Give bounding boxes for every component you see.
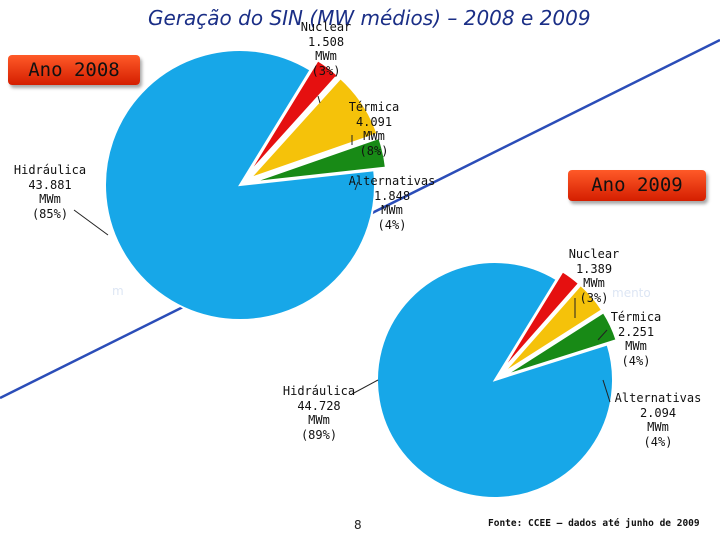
pie-ano-2009-slice-nuclear: [500, 269, 581, 373]
source-note: Fonte: CCEE – dados até junho de 2009: [488, 518, 700, 529]
label-2008-hidraulica: Hidráulica 43.881 MWm (85%): [12, 163, 88, 221]
page-number: 8: [354, 518, 362, 532]
label-2009-termica: Térmica 2.251 MWm (4%): [598, 310, 674, 368]
label-2009-nuclear-percent: (3%): [579, 290, 609, 305]
year-badge-2008: Ano 2008: [8, 55, 140, 85]
pie-ano-2008-slice-nuclear: [246, 58, 340, 177]
year-badge-2009: Ano 2009: [568, 170, 706, 201]
label-2008-alternativas: Alternativas 1.848 MWm (4%): [342, 174, 442, 232]
label-2008-alternativas-name: Alternativas: [348, 174, 436, 188]
label-2009-hidraulica-name: Hidráulica: [282, 384, 356, 398]
leader-line-1-termica: [597, 329, 608, 341]
label-2009-termica-unit: MWm: [625, 339, 647, 353]
label-2008-termica: Térmica 4.091 MWm (8%): [338, 100, 410, 158]
pie-ano-2008-slice-hidraulica: [104, 49, 376, 321]
label-2009-alternativas: Alternativas 2.094 MWm (4%): [608, 391, 708, 449]
label-2009-termica-percent: (4%): [621, 353, 651, 368]
faded-background-text-left: m: [112, 284, 124, 298]
label-2008-hidraulica-name: Hidráulica: [13, 163, 87, 177]
label-2009-termica-name: Térmica: [610, 310, 662, 324]
label-2009-alternativas-percent: (4%): [643, 434, 673, 449]
pie-ano-2009-slice-hidraulica: [376, 261, 614, 499]
label-2009-nuclear: Nuclear 1.389 MWm (3%): [558, 247, 630, 305]
label-2008-nuclear-percent: (3%): [311, 63, 341, 78]
faded-background-text-right: mento: [612, 286, 651, 300]
label-2009-nuclear-value: 1.389: [575, 261, 613, 276]
label-2008-termica-value: 4.091: [355, 114, 393, 129]
label-2008-termica-unit: MWm: [363, 129, 385, 143]
pie-ano-2009-slice-alternativas: [503, 310, 618, 377]
label-2008-termica-name: Térmica: [348, 100, 400, 114]
chart-title: Geração do SIN (MW médios) – 2008 e 2009: [148, 6, 591, 30]
label-2008-hidraulica-unit: MWm: [39, 192, 61, 206]
label-2009-hidraulica-unit: MWm: [308, 413, 330, 427]
label-2008-hidraulica-value: 43.881: [28, 177, 72, 192]
label-2009-nuclear-unit: MWm: [583, 276, 605, 290]
label-2008-nuclear-name: Nuclear: [300, 20, 352, 34]
pie-ano-2008-slice-alternativas: [251, 136, 388, 184]
leader-line-0-nuclear: [317, 95, 321, 104]
label-2009-hidraulica: Hidráulica 44.728 MWm (89%): [280, 384, 358, 442]
leader-line-1-alternativas: [602, 379, 611, 403]
label-2009-nuclear-name: Nuclear: [568, 247, 620, 261]
pie-ano-2008-slice-termica: [249, 76, 379, 180]
leader-line-0-alternativas: [354, 181, 359, 191]
label-2008-nuclear-unit: MWm: [315, 49, 337, 63]
label-2009-alternativas-unit: MWm: [647, 420, 669, 434]
label-2009-hidraulica-value: 44.728: [297, 398, 341, 413]
label-2008-nuclear-value: 1.508: [307, 34, 345, 49]
label-2009-alternativas-value: 2.094: [639, 405, 677, 420]
label-2008-alternativas-value: 1.848: [373, 188, 411, 203]
label-2008-nuclear: Nuclear 1.508 MWm (3%): [290, 20, 362, 78]
leader-line-1-hidraulica: [351, 379, 379, 395]
label-2009-hidraulica-percent: (89%): [300, 427, 338, 442]
leader-line-0-hidraulica: [73, 209, 109, 236]
pie-ano-2009-slice-termica: [501, 283, 604, 375]
label-2008-termica-percent: (8%): [359, 143, 389, 158]
label-2008-alternativas-percent: (4%): [377, 217, 407, 232]
label-2009-alternativas-name: Alternativas: [614, 391, 702, 405]
label-2009-termica-value: 2.251: [617, 324, 655, 339]
label-2008-alternativas-unit: MWm: [381, 203, 403, 217]
label-2008-hidraulica-percent: (85%): [31, 206, 69, 221]
